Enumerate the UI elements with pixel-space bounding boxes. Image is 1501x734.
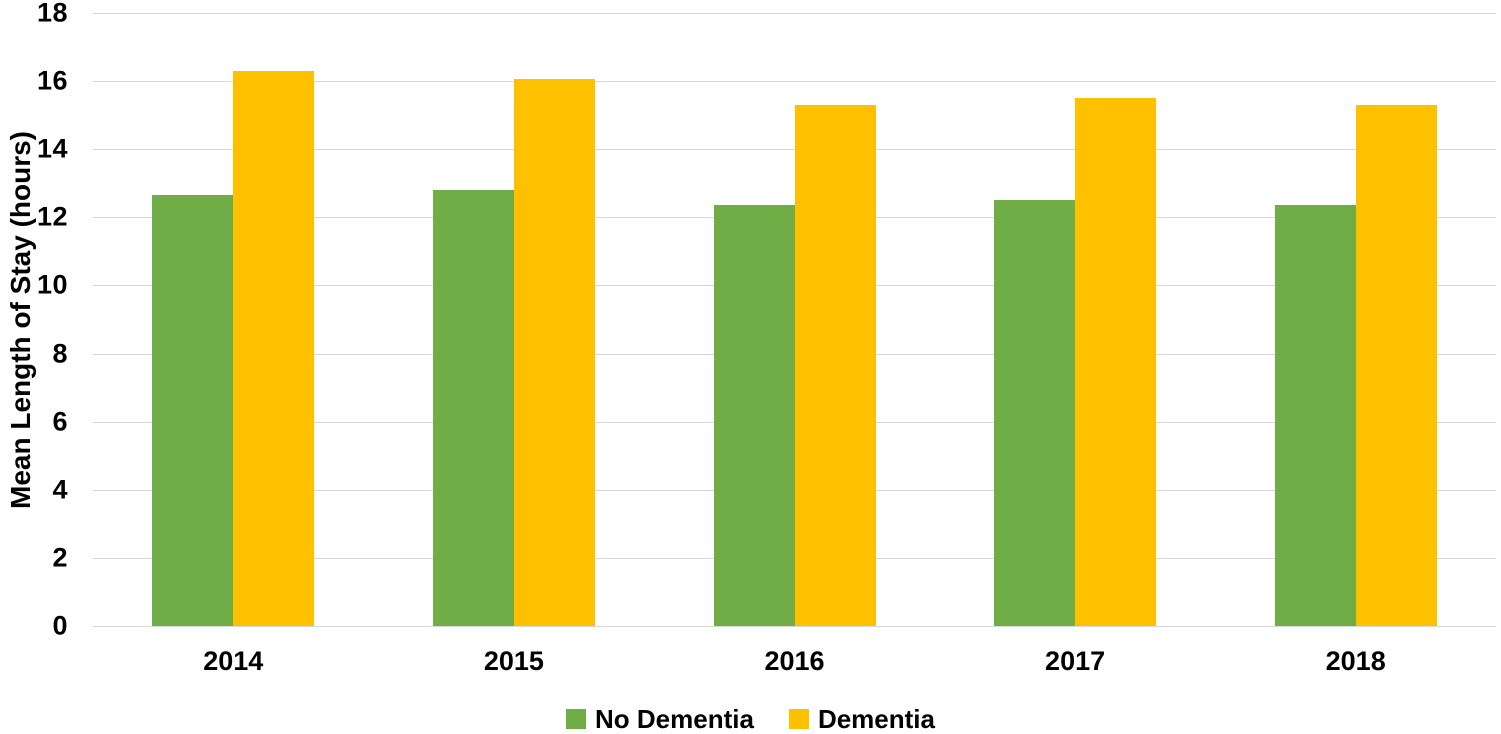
bar-no-dementia-2014 [152,195,234,626]
y-tick-label-14: 14 [36,133,68,164]
legend-label: Dementia [817,704,935,734]
y-tick-label-6: 6 [52,406,68,437]
x-tick-label-2014: 2014 [203,646,264,676]
y-tick-label-4: 4 [52,474,68,505]
x-tick-label-2016: 2016 [764,646,825,676]
gridline-y16 [93,81,1496,83]
y-tick-label-18: 18 [36,0,68,28]
bar-dementia-2014 [233,70,315,626]
legend-item-dementia: Dementia [788,704,935,734]
bar-no-dementia-2015 [432,190,514,626]
x-axis-line [93,626,1496,627]
bar-dementia-2015 [513,79,595,626]
legend-item-no-dementia: No Dementia [566,706,754,732]
bar-no-dementia-2016 [713,205,795,626]
legend-swatch-icon [566,709,587,729]
y-axis-title: Mean Length of Stay (hours) [5,131,36,509]
legend-swatch-icon [788,709,809,729]
y-tick-label-8: 8 [52,338,68,369]
legend: No Dementia Dementia [0,704,1501,734]
bar-dementia-2016 [794,104,876,626]
y-tick-label-0: 0 [52,610,68,641]
bar-dementia-2017 [1075,98,1157,626]
plot-area [93,13,1496,627]
bar-no-dementia-2017 [994,200,1076,626]
bar-dementia-2018 [1355,104,1437,626]
y-tick-label-16: 16 [36,65,68,96]
x-tick-label-2017: 2017 [1045,646,1106,676]
bar-no-dementia-2018 [1274,205,1356,626]
x-tick-label-2015: 2015 [483,646,544,676]
x-tick-label-2018: 2018 [1325,646,1386,676]
y-tick-label-2: 2 [52,542,68,573]
legend-label: No Dementia [595,704,754,734]
gridline-y18 [93,13,1496,14]
y-tick-label-12: 12 [36,201,68,232]
y-tick-label-10: 10 [36,269,68,300]
